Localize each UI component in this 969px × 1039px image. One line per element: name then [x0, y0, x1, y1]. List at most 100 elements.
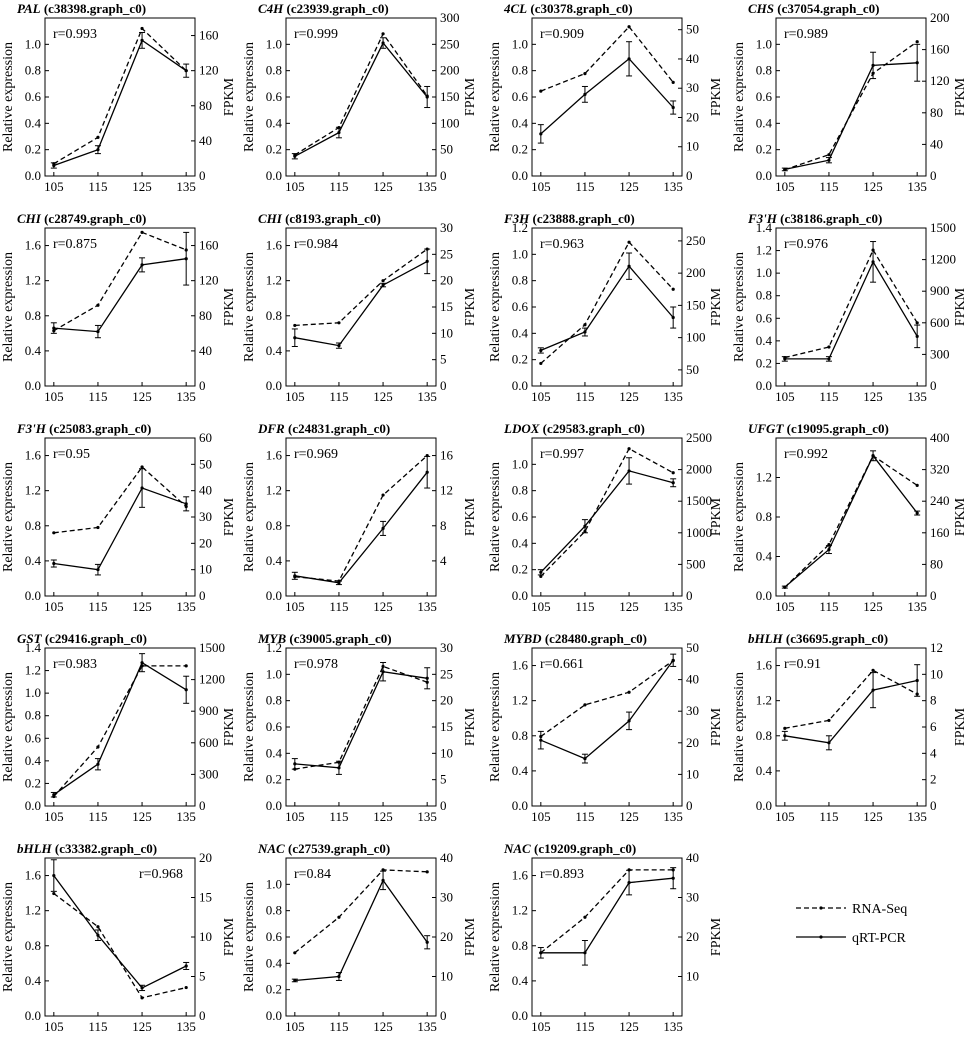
y-axis-title: Relative expression — [732, 672, 747, 782]
chart-panel-12: UFGT (c19095.graph_c0) 0.0 0.4 0.8 1.2 0 80 160… — [732, 421, 968, 614]
gene-name: F3'H — [747, 211, 778, 226]
left-tick-label: 0.0 — [25, 168, 41, 183]
right-tick-label: 20 — [686, 735, 699, 750]
panel-title: DFR (c24831.graph_c0) — [257, 421, 390, 436]
left-tick-label: 1.0 — [756, 36, 772, 51]
x-tick-label: 125 — [132, 1019, 152, 1034]
panel-title: GST (c29416.graph_c0) — [17, 631, 147, 646]
right-tick-label: 10 — [199, 562, 212, 577]
right-tick-label: 0 — [930, 378, 937, 393]
gene-name: UFGT — [748, 421, 784, 436]
y-axis-title: Relative expression — [1, 42, 16, 152]
right-tick-label: 0 — [199, 588, 206, 603]
qrt-pcr-point — [184, 257, 188, 261]
gene-id: (c29583.graph_c0) — [539, 421, 644, 436]
right-tick-label: 10 — [440, 745, 453, 760]
right-tick-label: 150 — [686, 297, 706, 312]
rna-seq-point — [539, 89, 543, 93]
gene-id: (c27539.graph_c0) — [285, 841, 390, 856]
left-tick-label: 0.4 — [512, 973, 529, 988]
correlation-label: r=0.909 — [540, 27, 584, 42]
qrt-pcr-point — [915, 678, 919, 683]
right-tick-label: 4 — [930, 745, 937, 760]
qrt-pcr-line — [53, 258, 187, 333]
correlation-label: r=0.989 — [784, 27, 828, 42]
y-axis-title: Relative expression — [732, 42, 747, 152]
x-tick-label: 135 — [907, 389, 927, 404]
x-tick-label: 115 — [88, 179, 107, 194]
left-tick-label: 0.6 — [266, 929, 283, 944]
qrt-pcr-point — [184, 688, 188, 692]
right-tick-label: 40 — [686, 672, 699, 687]
rna-seq-point — [52, 891, 56, 896]
panel-title: NAC (c27539.graph_c0) — [257, 841, 390, 856]
x-tick-label: 105 — [531, 179, 551, 194]
qrt-pcr-point — [381, 283, 385, 287]
qrt-pcr-point — [381, 878, 385, 882]
right-tick-label: 300 — [199, 766, 219, 781]
rna-seq-point — [96, 525, 100, 530]
qrt-pcr-line — [294, 879, 428, 982]
right-tick-label: 30 — [440, 220, 453, 235]
chart-panel-15: MYBD (c28480.graph_c0) 0.0 0.4 0.8 1.2 1.6 0 10… — [488, 631, 724, 824]
left-tick-label: 0.8 — [512, 728, 528, 743]
x-tick-label: 105 — [285, 179, 305, 194]
chart-panel-16: bHLH (c36695.graph_c0) 0.0 0.4 0.8 1.2 1.6 0 2 4… — [732, 631, 968, 824]
panel-title: MYBD (c28480.graph_c0) — [503, 631, 647, 646]
chart-panel-3: 4CL (c30378.graph_c0) 0.0 0.2 0.4 0.6 0.8 1.0 0… — [488, 1, 724, 194]
x-tick-label: 105 — [44, 599, 64, 614]
chart-panel-2: C4H (c23939.graph_c0) 0.0 0.2 0.4 0.6 0.8 1.0 0… — [242, 1, 478, 194]
chart-panel-19: NAC (c19209.graph_c0) 0.0 0.4 0.8 1.2 1.6 10 20… — [488, 841, 724, 1034]
legend: RNA-Seq qRT-PCR — [796, 902, 907, 946]
right-tick-label: 15 — [199, 890, 212, 905]
left-tick-label: 0.8 — [756, 728, 772, 743]
plot-frame — [44, 647, 196, 807]
gene-id: (c8193.graph_c0) — [282, 211, 381, 226]
right-tick-label: 10 — [440, 325, 453, 340]
x-tick-label: 115 — [329, 1019, 348, 1034]
qrt-pcr-point — [783, 734, 787, 738]
left-tick-label: 1.0 — [756, 265, 772, 280]
qrt-pcr-point — [627, 880, 631, 885]
left-tick-label: 1.6 — [25, 868, 42, 883]
rna-seq-line — [294, 455, 428, 582]
y2-axis-title: FPKM — [953, 497, 968, 536]
rna-seq-point — [52, 531, 56, 535]
correlation-label: r=0.993 — [53, 27, 97, 42]
right-tick-label: 20 — [440, 273, 453, 288]
rna-seq-point — [337, 321, 341, 325]
y2-axis-title: FPKM — [222, 497, 237, 536]
correlation-label: r=0.875 — [53, 237, 97, 252]
y-axis-title: Relative expression — [242, 42, 257, 152]
rna-seq-line — [53, 231, 187, 332]
y2-axis-title: FPKM — [709, 707, 724, 746]
y2-axis-title: FPKM — [953, 287, 968, 326]
left-tick-label: 0.8 — [512, 63, 528, 78]
chart-panel-14: MYB (c39005.graph_c0) 0.0 0.2 0.4 0.6 0.8 1.0 1… — [242, 631, 478, 824]
right-tick-label: 8 — [930, 693, 937, 708]
rna-seq-point — [915, 40, 919, 44]
left-tick-label: 0.2 — [266, 772, 282, 787]
correlation-label: r=0.984 — [294, 237, 338, 252]
rna-seq-point — [539, 574, 543, 579]
qrt-pcr-line — [294, 41, 428, 157]
left-tick-label: 0.0 — [25, 378, 41, 393]
qrt-pcr-point — [627, 719, 631, 723]
x-tick-label: 105 — [775, 809, 795, 824]
left-tick-label: 0.4 — [512, 763, 529, 778]
right-tick-label: 500 — [686, 556, 706, 571]
right-tick-label: 600 — [199, 735, 219, 750]
x-tick-label: 135 — [663, 389, 683, 404]
left-tick-label: 0.0 — [25, 798, 41, 813]
x-tick-label: 135 — [417, 809, 437, 824]
rna-seq-point — [96, 303, 100, 307]
qrt-pcr-point — [915, 334, 919, 338]
right-tick-label: 20 — [199, 850, 212, 865]
chart-panel-10: DFR (c24831.graph_c0) 0.0 0.4 0.8 1.2 1.6 4 8 12… — [242, 421, 478, 614]
gene-id: (c28749.graph_c0) — [41, 211, 146, 226]
x-tick-label: 135 — [907, 179, 927, 194]
left-tick-label: 1.6 — [25, 448, 42, 463]
legend-qrt-pcr-marker — [819, 935, 823, 939]
chart-panel-17: bHLH (c33382.graph_c0) 0.0 0.4 0.8 1.2 1.6 0 5 1… — [1, 841, 237, 1034]
right-tick-label: 25 — [440, 666, 453, 681]
